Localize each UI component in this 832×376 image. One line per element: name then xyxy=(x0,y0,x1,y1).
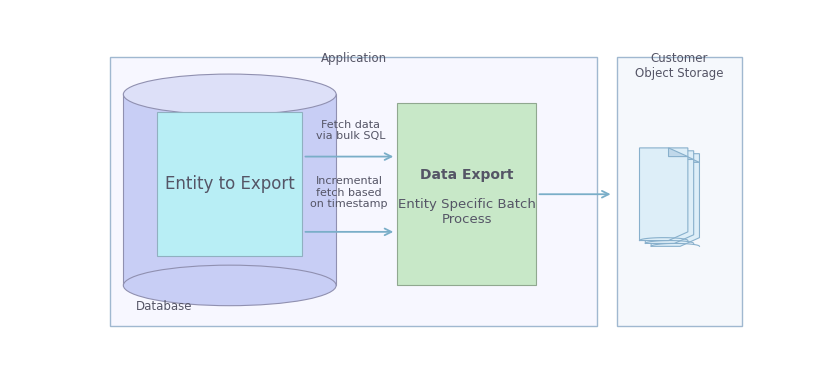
Text: Database: Database xyxy=(136,300,193,313)
Text: Entity to Export: Entity to Export xyxy=(165,175,295,193)
Text: Entity Specific Batch
Process: Entity Specific Batch Process xyxy=(398,198,536,226)
Polygon shape xyxy=(651,154,700,246)
Ellipse shape xyxy=(123,74,336,115)
FancyBboxPatch shape xyxy=(617,57,742,326)
Text: Data Export: Data Export xyxy=(420,168,513,182)
Text: files: files xyxy=(639,205,682,224)
FancyBboxPatch shape xyxy=(157,112,302,256)
Text: Incremental
fetch based
on timestamp: Incremental fetch based on timestamp xyxy=(310,176,388,209)
Polygon shape xyxy=(640,148,688,241)
Text: CSV: CSV xyxy=(640,173,681,193)
Polygon shape xyxy=(646,151,694,243)
Polygon shape xyxy=(669,148,688,156)
Text: Customer
Object Storage: Customer Object Storage xyxy=(636,52,724,80)
Polygon shape xyxy=(674,151,694,159)
FancyBboxPatch shape xyxy=(123,94,336,285)
FancyBboxPatch shape xyxy=(398,103,536,285)
FancyBboxPatch shape xyxy=(111,57,597,326)
Polygon shape xyxy=(680,154,700,162)
Text: Fetch data
via bulk SQL: Fetch data via bulk SQL xyxy=(315,120,385,141)
Text: Application: Application xyxy=(321,52,387,65)
Ellipse shape xyxy=(123,265,336,306)
